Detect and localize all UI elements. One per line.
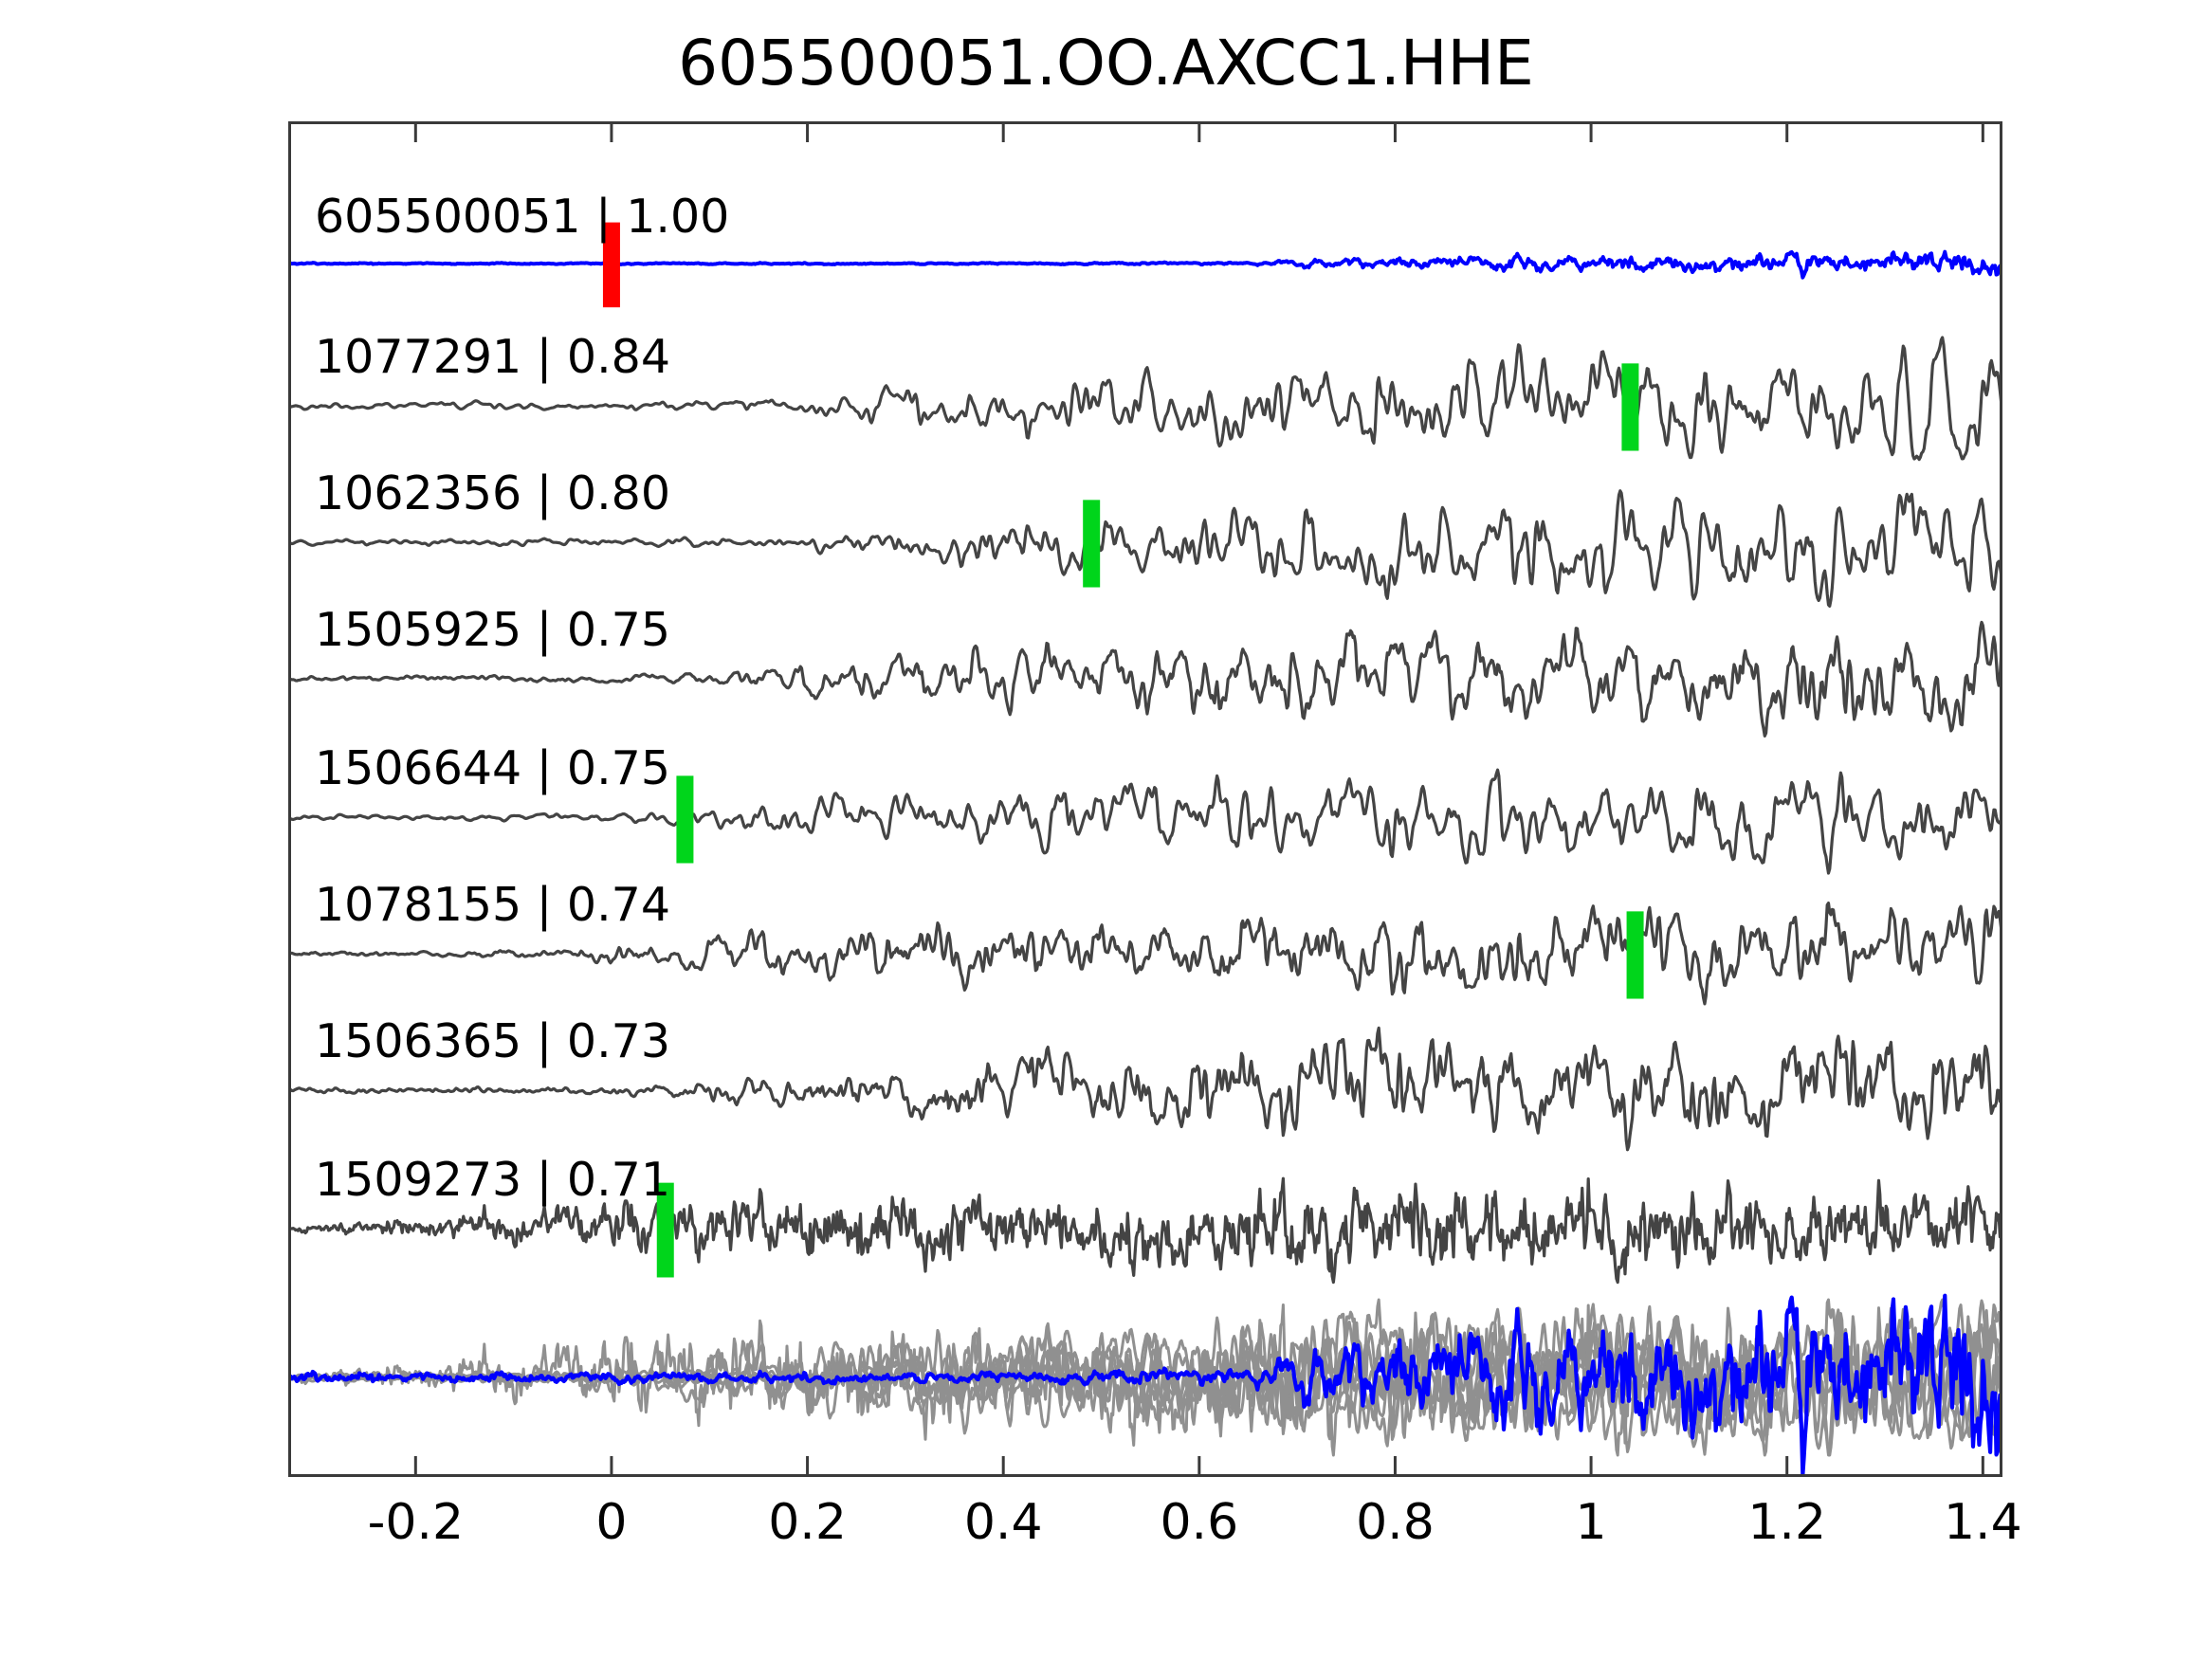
pick-markers	[602, 222, 1644, 1278]
trace-label-1062356: 1062356 | 0.80	[315, 466, 670, 520]
xtick-0p8: 0.8	[1356, 1494, 1435, 1551]
pick-marker-1077291	[1621, 363, 1639, 451]
xtick-1p2: 1.2	[1747, 1494, 1827, 1551]
waveform-trace-1509273	[288, 1176, 2002, 1285]
stack-template-trace	[288, 1293, 2002, 1477]
trace-group	[288, 249, 2002, 1285]
trace-label-1509273: 1509273 | 0.71	[315, 1153, 670, 1207]
pick-marker-1078155	[1626, 911, 1644, 999]
waveform-trace-1078155	[288, 901, 2002, 1006]
xtick-0p2: 0.2	[768, 1494, 847, 1551]
xtick-neg0p2: -0.2	[367, 1494, 465, 1551]
waveform-trace-1062356	[288, 489, 2002, 608]
trace-label-1506365: 1506365 | 0.73	[315, 1014, 670, 1068]
waveform-canvas	[288, 121, 2002, 1477]
plot-axes	[288, 121, 2002, 1477]
trace-label-1506644: 1506644 | 0.75	[315, 741, 670, 795]
stacked-overlay-panel	[288, 1293, 2002, 1477]
xtick-0p4: 0.4	[963, 1494, 1043, 1551]
waveform-trace-1506644	[288, 768, 2002, 875]
page-title: 605500051.OO.AXCC1.HHE	[678, 27, 1534, 100]
xtick-1: 1	[1575, 1494, 1607, 1551]
waveform-trace-1077291	[288, 336, 2002, 462]
waveform-trace-605500051	[288, 249, 2002, 280]
waveform-trace-1505925	[288, 620, 2002, 738]
trace-label-605500051: 605500051 | 1.00	[315, 190, 730, 244]
xtick-0p6: 0.6	[1160, 1494, 1239, 1551]
waveform-trace-1506365	[288, 1026, 2002, 1152]
x-axis-tick-labels: -0.2 0 0.2 0.4 0.6 0.8 1 1.2 1.4	[0, 1494, 2212, 1579]
pick-marker-1506644	[676, 775, 694, 864]
pick-marker-1509273	[656, 1182, 674, 1278]
trace-label-1078155: 1078155 | 0.74	[315, 878, 670, 932]
pick-marker-605500051	[602, 222, 620, 308]
trace-label-1077291: 1077291 | 0.84	[315, 330, 670, 384]
trace-label-1505925: 1505925 | 0.75	[315, 603, 670, 657]
stack-overlay-trace	[288, 1304, 2002, 1457]
xtick-1p4: 1.4	[1943, 1494, 2022, 1551]
axis-ticks	[413, 121, 1984, 1477]
pick-marker-1062356	[1083, 500, 1101, 588]
xtick-0: 0	[595, 1494, 628, 1551]
